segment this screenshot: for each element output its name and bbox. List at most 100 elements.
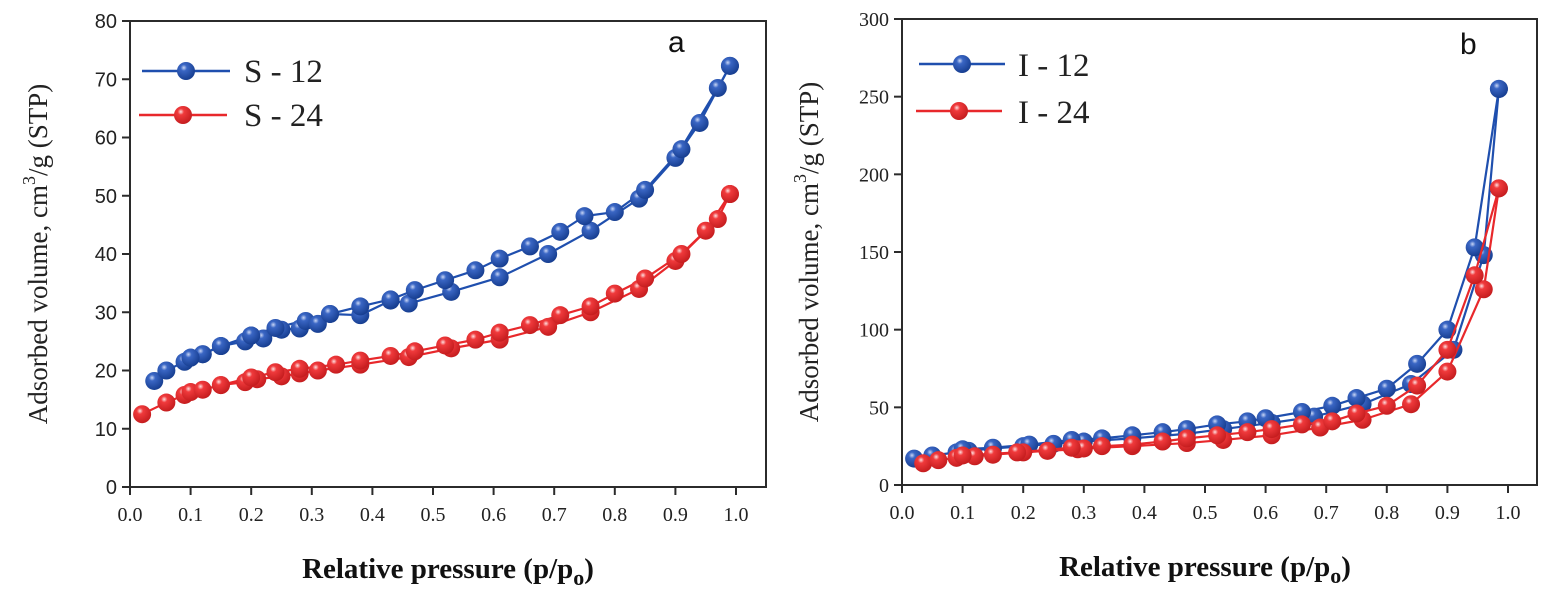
desorption-point xyxy=(1177,429,1196,448)
desorption-point xyxy=(1123,435,1142,454)
x-axis-label: Relative pressure (p/po) xyxy=(302,553,594,590)
plot-frame xyxy=(901,18,1538,486)
x-tick-label: 0.0 xyxy=(118,504,143,526)
adsorption-point xyxy=(1402,395,1421,414)
adsorption-point xyxy=(914,454,933,473)
desorption-point xyxy=(1262,420,1281,439)
x-tick-label: 0.8 xyxy=(602,504,627,526)
legend-item-i24: I - 24 xyxy=(916,95,1089,131)
desorption-point xyxy=(1377,396,1396,415)
y-axis-label: Adsorbed volume, cm3/g (STP) xyxy=(790,82,824,422)
y-tick-label: 250 xyxy=(859,87,889,109)
panel-a: 0.0 0.1 0.2 0.3 0.4 0.5 0.6 0.7 0.8 0.9 1.0 0 10 20 3… xyxy=(19,11,767,590)
desorption-point xyxy=(405,281,424,300)
y-tick-label: 40 xyxy=(95,244,117,266)
desorption-point xyxy=(351,351,370,370)
legend: I - 12 I - 24 xyxy=(916,48,1089,131)
x-axis-ticks: 0.0 0.1 0.2 0.3 0.4 0.5 0.6 0.7 0.8 0.9 1.0 xyxy=(890,485,1521,524)
x-tick-label: 0.7 xyxy=(1314,502,1339,524)
adsorption-point xyxy=(708,210,727,229)
desorption-point xyxy=(720,185,739,204)
series-s-12 xyxy=(145,56,739,390)
desorption-line xyxy=(962,188,1500,457)
adsorption-point xyxy=(157,393,176,412)
legend-item-s12: S - 12 xyxy=(142,54,323,90)
y-tick-label: 70 xyxy=(95,69,117,91)
adsorption-point xyxy=(983,445,1002,464)
y-tick-label: 80 xyxy=(95,11,117,33)
desorption-point xyxy=(211,337,230,356)
adsorption-point xyxy=(193,380,212,399)
desorption-point xyxy=(327,355,346,374)
adsorption-point xyxy=(157,361,176,380)
desorption-point xyxy=(672,245,691,263)
x-tick-label: 0.5 xyxy=(1193,502,1218,524)
adsorption-point xyxy=(490,268,509,287)
y-tick-label: 10 xyxy=(95,419,117,441)
desorption-point xyxy=(1008,443,1027,462)
desorption-point xyxy=(720,56,739,75)
adsorption-point xyxy=(1038,441,1057,460)
desorption-point xyxy=(1153,432,1172,451)
desorption-point xyxy=(1489,79,1508,98)
y-tick-label: 20 xyxy=(95,361,117,383)
desorption-point xyxy=(290,359,309,378)
legend-label: S - 24 xyxy=(244,98,323,134)
adsorption-point xyxy=(133,405,152,424)
desorption-point xyxy=(551,306,570,325)
legend-item-s24: S - 24 xyxy=(139,98,323,134)
desorption-point xyxy=(1377,379,1396,398)
y-tick-label: 30 xyxy=(95,302,117,324)
adsorption-point xyxy=(308,314,327,333)
desorption-point xyxy=(436,271,455,290)
desorption-point xyxy=(351,297,370,316)
desorption-point xyxy=(636,269,655,288)
desorption-point xyxy=(551,222,570,241)
desorption-point xyxy=(381,290,400,309)
desorption-point xyxy=(636,180,655,199)
desorption-point xyxy=(605,284,624,303)
adsorption-point xyxy=(1438,362,1457,381)
desorption-point xyxy=(672,140,691,159)
adsorption-point xyxy=(1474,280,1493,299)
desorption-point xyxy=(520,316,539,335)
adsorption-point xyxy=(145,371,164,390)
desorption-point xyxy=(181,348,200,367)
adsorption-line xyxy=(141,193,731,416)
desorption-point xyxy=(1408,376,1427,395)
desorption-line xyxy=(962,88,1500,451)
y-tick-label: 0 xyxy=(879,475,889,497)
desorption-point xyxy=(320,304,339,323)
adsorption-point xyxy=(581,221,600,240)
desorption-point xyxy=(1465,238,1484,257)
panel-label: b xyxy=(1460,28,1477,61)
desorption-point xyxy=(1438,320,1457,339)
desorption-point xyxy=(1092,437,1111,456)
desorption-point xyxy=(381,346,400,365)
desorption-point xyxy=(1347,404,1366,423)
adsorption-point xyxy=(539,317,558,336)
desorption-point xyxy=(1489,179,1508,198)
x-tick-label: 0.1 xyxy=(950,502,975,524)
desorption-point xyxy=(405,342,424,361)
desorption-point xyxy=(266,318,285,337)
x-tick-label: 0.2 xyxy=(239,504,264,526)
y-tick-label: 60 xyxy=(95,128,117,150)
desorption-point xyxy=(242,326,261,345)
desorption-point xyxy=(1292,402,1311,421)
desorption-point xyxy=(605,203,624,222)
y-tick-label: 50 xyxy=(869,397,889,419)
desorption-point xyxy=(575,207,594,226)
adsorption-point xyxy=(308,361,327,380)
desorption-point xyxy=(266,363,285,382)
desorption-point xyxy=(1465,266,1484,285)
y-tick-label: 300 xyxy=(859,9,889,31)
desorption-point xyxy=(690,113,709,132)
y-axis-ticks: 0 50 100 150 200 250 300 xyxy=(859,9,902,497)
x-tick-label: 0.1 xyxy=(178,504,203,526)
desorption-point xyxy=(953,446,972,465)
x-tick-label: 0.3 xyxy=(299,504,324,526)
desorption-point xyxy=(696,221,715,240)
desorption-point xyxy=(1062,438,1081,457)
